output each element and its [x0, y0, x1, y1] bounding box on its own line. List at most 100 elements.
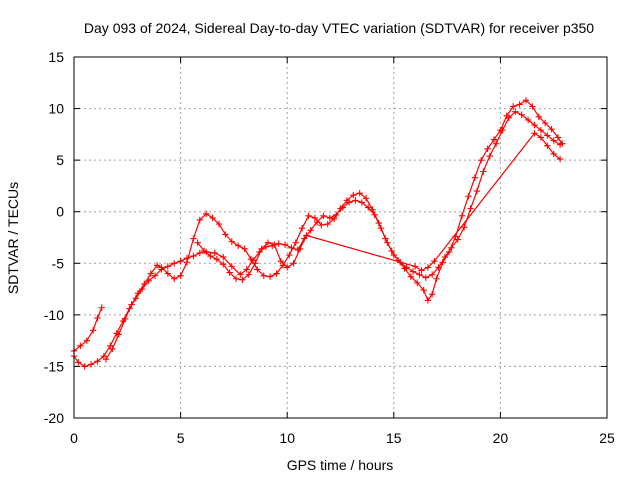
data-point	[303, 232, 310, 239]
data-point	[141, 280, 148, 288]
data-point	[458, 212, 466, 220]
axis-ticks	[73, 56, 608, 419]
data-point	[271, 241, 278, 248]
data-point	[164, 263, 172, 270]
y-tick-label: -5	[52, 255, 65, 271]
data-point	[273, 270, 280, 277]
data-point	[171, 275, 178, 282]
data-point	[544, 142, 551, 149]
series-trace	[197, 132, 561, 281]
data-point	[158, 264, 165, 271]
data-point	[537, 134, 545, 141]
data-point	[416, 271, 423, 278]
data-point	[365, 204, 372, 211]
data-point	[177, 258, 184, 265]
data-point	[228, 238, 235, 245]
data-point	[382, 235, 389, 242]
data-point	[239, 276, 246, 283]
series-trace	[73, 110, 561, 368]
data-point	[480, 168, 487, 175]
data-point	[292, 239, 299, 246]
plot-frame	[73, 56, 608, 419]
data-point	[418, 267, 425, 274]
data-point	[153, 262, 161, 269]
data-point	[343, 197, 351, 204]
data-point	[258, 245, 265, 253]
data-point	[490, 136, 498, 143]
data-point	[209, 214, 216, 222]
data-point	[190, 235, 197, 242]
x-tick-labels: 0 5 10 15 20 25	[70, 430, 615, 446]
data-point	[550, 137, 557, 144]
data-point	[362, 195, 370, 202]
data-point	[516, 101, 523, 108]
data-point	[556, 155, 564, 163]
y-tick-label: 10	[48, 101, 64, 117]
data-point	[324, 220, 331, 228]
data-point	[247, 255, 255, 263]
data-point	[535, 113, 542, 121]
data-point	[298, 225, 306, 232]
data-point	[411, 263, 419, 270]
data-point	[428, 271, 436, 278]
data-point	[94, 314, 101, 322]
x-tick-label: 20	[493, 430, 509, 446]
data-point	[266, 273, 274, 280]
data-point	[94, 358, 101, 365]
data-point	[77, 342, 84, 349]
data-point	[420, 286, 427, 294]
y-tick-label: -15	[44, 358, 64, 374]
y-axis-label: SDTVAR / TECUs	[5, 182, 21, 294]
data-point	[307, 227, 314, 234]
series-track-d	[194, 130, 564, 283]
x-axis-label: GPS time / hours	[287, 457, 394, 473]
data-point	[196, 216, 203, 224]
data-point	[409, 268, 417, 275]
x-tick-label: 15	[386, 430, 402, 446]
data-point	[512, 108, 519, 115]
data-point	[424, 297, 432, 304]
data-point	[337, 205, 344, 212]
data-point	[311, 214, 319, 222]
data-point	[424, 264, 432, 271]
data-point	[243, 266, 250, 273]
y-tick-label: 15	[48, 49, 64, 65]
data-point	[183, 259, 191, 266]
data-point	[215, 220, 223, 228]
data-point	[369, 206, 376, 213]
series-trace	[105, 99, 563, 360]
data-point	[388, 247, 395, 255]
data-point	[522, 97, 530, 104]
data-point	[394, 256, 402, 264]
data-point	[290, 260, 297, 267]
data-point	[177, 272, 184, 279]
y-tick-label: 0	[56, 204, 64, 220]
x-tick-label: 25	[599, 430, 615, 446]
data-point	[260, 272, 267, 279]
data-point	[226, 269, 233, 276]
data-point	[115, 331, 122, 338]
data-point	[200, 247, 208, 255]
data-point	[196, 249, 203, 257]
data-point	[509, 103, 517, 110]
data-point	[83, 337, 90, 344]
data-point	[471, 174, 479, 181]
data-point	[102, 356, 110, 363]
data-point	[422, 274, 429, 281]
data-point	[431, 258, 438, 265]
data-point	[518, 111, 525, 118]
data-point	[220, 261, 227, 268]
y-tick-labels: -20 -15 -10 -5 0 5 10 15	[44, 49, 64, 426]
data-point	[134, 289, 142, 297]
data-point	[531, 121, 538, 129]
data-point	[503, 112, 510, 119]
data-point	[281, 241, 289, 248]
series-track-a	[70, 304, 105, 355]
data-point	[524, 116, 532, 124]
data-point	[375, 219, 383, 227]
data-point	[171, 260, 178, 267]
data-point	[484, 145, 491, 152]
data-point	[220, 253, 227, 261]
data-point	[460, 223, 468, 231]
data-point	[439, 259, 447, 266]
